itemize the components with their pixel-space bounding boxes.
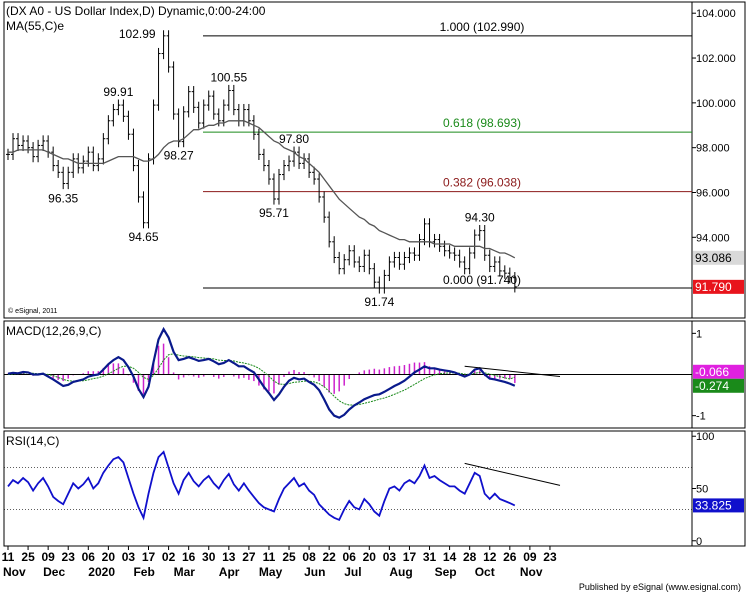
value-tag-box: [693, 279, 744, 294]
x-month-label: Sep: [435, 565, 457, 579]
x-day-label: 09: [41, 550, 55, 564]
value-tag-label: 33.825: [695, 498, 732, 512]
x-month-label: Jun: [304, 565, 325, 579]
price-annotation: 94.65: [128, 230, 158, 244]
copyright-label: © eSignal, 2011: [8, 307, 58, 315]
y-tick-label: 104.000: [696, 8, 736, 20]
rsi-trendline: [464, 462, 561, 486]
price-panel: (DX A0 - US Dollar Index,D) Dynamic,0:00…: [6, 4, 744, 315]
x-month-label: May: [259, 565, 283, 579]
x-day-label: 22: [322, 550, 336, 564]
price-annotation: 91.74: [364, 295, 394, 309]
value-tag-label: 93.086: [695, 251, 732, 265]
value-tag-box: [693, 364, 744, 379]
y-tick-label: 102.000: [696, 53, 736, 65]
x-day-label: 30: [202, 550, 216, 564]
value-tag-box: [693, 378, 744, 393]
x-day-label: 11: [263, 550, 276, 564]
x-day-label: 09: [523, 550, 537, 564]
x-day-label: 06: [82, 550, 96, 564]
price-annotation: 98.27: [164, 149, 194, 163]
footer-credit: Published by eSignal (www.esignal.com): [579, 582, 741, 592]
fib-level-label: 0.618 (98.693): [443, 116, 521, 130]
ma-line: [8, 120, 516, 259]
rsi-line: [7, 450, 516, 522]
y-tick-label: 0: [696, 536, 702, 548]
price-annotation: 97.80: [279, 132, 309, 146]
x-day-label: 17: [142, 550, 156, 564]
x-day-label: 20: [102, 550, 116, 564]
value-tag-label: 91.790: [695, 280, 732, 294]
x-month-label: Apr: [219, 565, 240, 579]
price-annotation: 100.55: [210, 71, 247, 85]
x-month-label: Dec: [43, 565, 65, 579]
macd-trendline: [464, 365, 561, 378]
value-tag-label: -0.274: [695, 379, 729, 393]
x-day-label: 23: [543, 550, 557, 564]
x-day-label: 27: [242, 550, 256, 564]
x-day-label: 31: [423, 550, 437, 564]
x-day-label: 25: [21, 550, 35, 564]
x-day-label: 03: [122, 550, 136, 564]
rsi-panel: RSI(14,C) 100 50 0 33.825: [4, 431, 744, 548]
macd-title: MACD(12,26,9,C): [6, 324, 101, 338]
value-tag-box: [693, 498, 744, 513]
fib-level-label: 0.382 (96.038): [443, 176, 521, 190]
price-annotation: 96.35: [48, 192, 78, 206]
x-day-label: 12: [483, 550, 497, 564]
ma-legend: MA(55,C)e: [6, 19, 64, 33]
x-day-label: 20: [363, 550, 377, 564]
rsi-title: RSI(14,C): [6, 434, 59, 448]
macd-signal-line: [7, 353, 515, 406]
x-day-label: 25: [282, 550, 296, 564]
x-day-label: 17: [403, 550, 417, 564]
x-month-label: Feb: [133, 565, 154, 579]
x-day-label: 08: [302, 550, 316, 564]
x-axis: 11 25 09 23 06 20 03 17 02 16 30 13 27 11 25 08 22 06 20 03…: [2, 546, 557, 579]
x-month-label: Nov: [3, 565, 26, 579]
price-annotation: 94.30: [465, 211, 495, 225]
macd-line: [7, 326, 516, 419]
fib-level-label: 0.000 (91.740): [443, 273, 521, 287]
x-day-label: 23: [62, 550, 76, 564]
x-month-label: Mar: [174, 565, 196, 579]
x-month-label: Jul: [344, 565, 361, 579]
x-day-label: 14: [443, 550, 457, 564]
x-day-label: 11: [2, 550, 15, 564]
y-tick-label: -1: [696, 411, 706, 423]
x-month-label: Nov: [520, 565, 543, 579]
price-annotation: 99.91: [103, 85, 133, 99]
y-tick-label: 98.000: [696, 143, 730, 155]
fib-level-label: 1.000 (102.990): [440, 20, 525, 34]
macd-panel: MACD(12,26,9,C) 1 -1 -0.066-0.274: [4, 324, 744, 423]
value-tag-label: -0.066: [695, 365, 729, 379]
x-day-label: 26: [503, 550, 517, 564]
chart-title: (DX A0 - US Dollar Index,D) Dynamic,0:00…: [6, 4, 266, 18]
y-tick-label: 50: [696, 484, 708, 496]
price-annotation: 95.71: [259, 206, 289, 220]
x-day-label: 16: [182, 550, 196, 564]
price-annotation: 102.99: [119, 27, 156, 41]
x-month-label: Oct: [475, 565, 495, 579]
y-tick-label: 1: [696, 328, 702, 340]
axis-frame-price: [691, 1, 746, 319]
x-day-label: 03: [383, 550, 397, 564]
value-tag-box: [693, 250, 744, 265]
x-day-label: 02: [162, 550, 176, 564]
y-tick-label: 100: [696, 431, 714, 443]
x-day-label: 13: [222, 550, 236, 564]
x-month-label: 2020: [88, 565, 115, 579]
y-tick-label: 100.000: [696, 98, 736, 110]
x-month-label: Aug: [389, 565, 412, 579]
y-tick-label: 94.000: [696, 232, 730, 244]
x-day-label: 28: [463, 550, 477, 564]
x-day-label: 06: [343, 550, 357, 564]
y-tick-label: 96.000: [696, 187, 730, 199]
